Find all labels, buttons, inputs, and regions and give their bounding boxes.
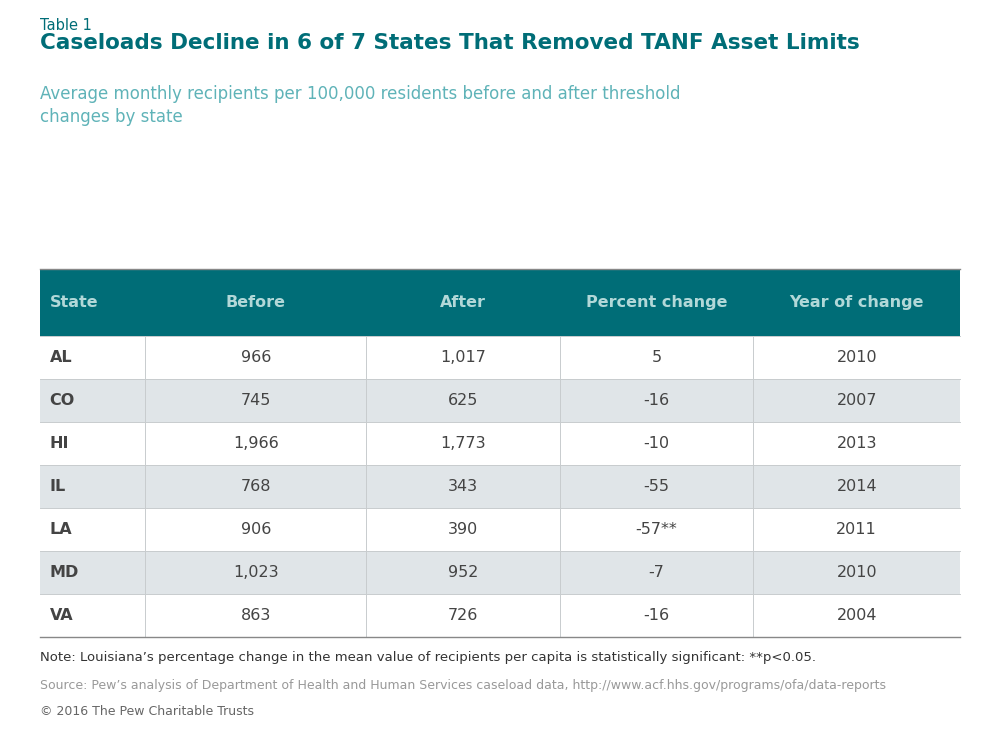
Text: 726: 726 <box>447 608 478 623</box>
Text: 966: 966 <box>241 350 271 365</box>
Text: AL: AL <box>50 350 72 365</box>
Text: 2004: 2004 <box>837 608 877 623</box>
Text: 390: 390 <box>448 522 478 537</box>
Text: VA: VA <box>50 608 73 623</box>
Text: -16: -16 <box>644 393 669 408</box>
Text: -7: -7 <box>648 565 664 580</box>
Text: 5: 5 <box>651 350 661 365</box>
Text: Note: Louisiana’s percentage change in the mean value of recipients per capita i: Note: Louisiana’s percentage change in t… <box>40 651 816 665</box>
Text: -55: -55 <box>644 479 669 494</box>
Text: 2010: 2010 <box>837 565 877 580</box>
Text: 2007: 2007 <box>837 393 877 408</box>
Text: 343: 343 <box>448 479 478 494</box>
Text: -57**: -57** <box>636 522 677 537</box>
Text: -10: -10 <box>644 436 669 451</box>
Text: Average monthly recipients per 100,000 residents before and after threshold
chan: Average monthly recipients per 100,000 r… <box>40 85 680 127</box>
Text: 1,773: 1,773 <box>441 436 486 451</box>
Text: 2011: 2011 <box>837 522 877 537</box>
Text: 2014: 2014 <box>837 479 877 494</box>
Text: LA: LA <box>50 522 72 537</box>
Text: State: State <box>50 295 98 310</box>
Text: Source: Pew’s analysis of Department of Health and Human Services caseload data,: Source: Pew’s analysis of Department of … <box>40 679 886 692</box>
Text: 906: 906 <box>241 522 271 537</box>
Text: 1,017: 1,017 <box>441 350 486 365</box>
Text: 768: 768 <box>241 479 271 494</box>
Text: IL: IL <box>50 479 65 494</box>
Text: MD: MD <box>50 565 79 580</box>
Text: 745: 745 <box>241 393 271 408</box>
Text: Year of change: Year of change <box>789 295 924 310</box>
Text: 952: 952 <box>447 565 478 580</box>
Text: Table 1: Table 1 <box>40 18 91 33</box>
Text: 863: 863 <box>241 608 271 623</box>
Text: 625: 625 <box>447 393 478 408</box>
Text: HI: HI <box>50 436 69 451</box>
Text: 1,966: 1,966 <box>233 436 279 451</box>
Text: -16: -16 <box>644 608 669 623</box>
Text: Before: Before <box>226 295 286 310</box>
Text: Percent change: Percent change <box>586 295 728 310</box>
Text: 1,023: 1,023 <box>234 565 279 580</box>
Text: After: After <box>441 295 486 310</box>
Text: Caseloads Decline in 6 of 7 States That Removed TANF Asset Limits: Caseloads Decline in 6 of 7 States That … <box>40 33 859 53</box>
Text: © 2016 The Pew Charitable Trusts: © 2016 The Pew Charitable Trusts <box>40 705 253 718</box>
Text: CO: CO <box>50 393 75 408</box>
Text: 2010: 2010 <box>837 350 877 365</box>
Text: 2013: 2013 <box>837 436 877 451</box>
